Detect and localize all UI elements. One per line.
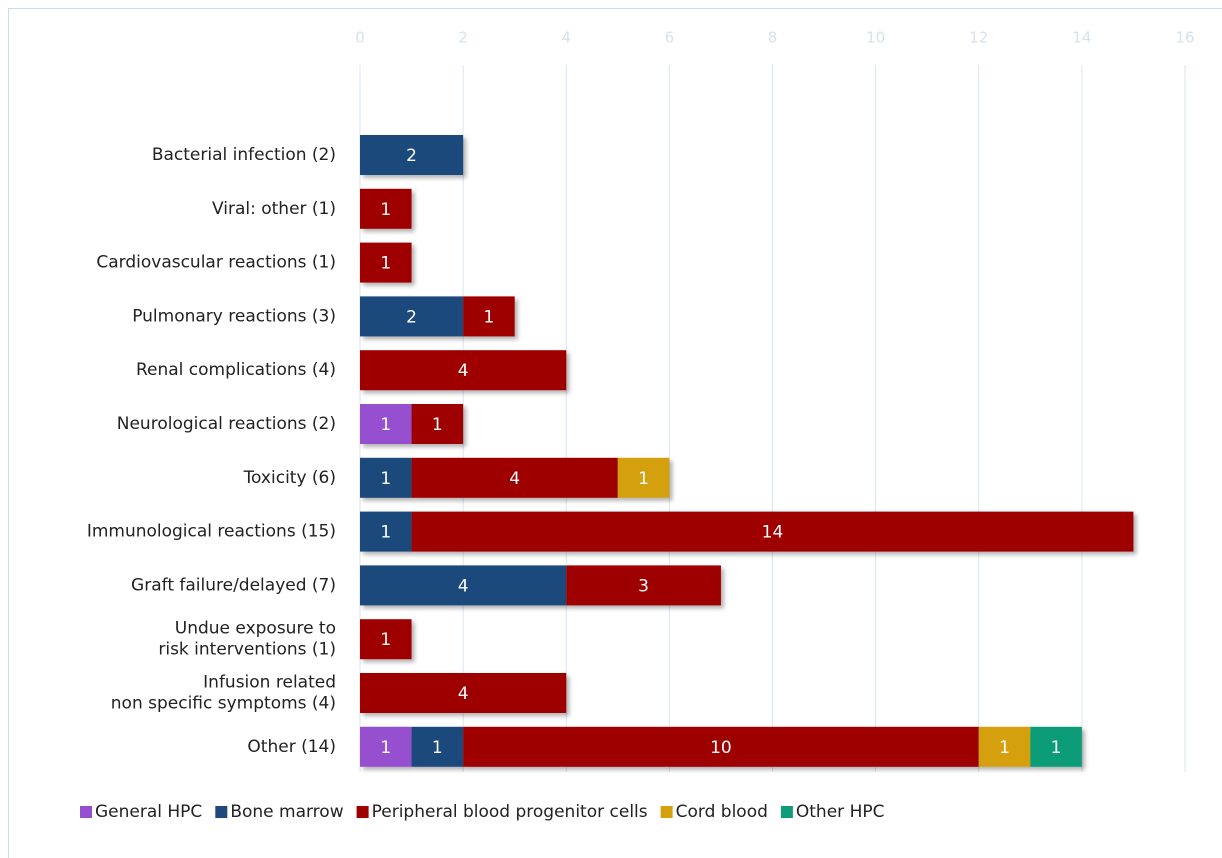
- data-label: 1: [432, 738, 443, 758]
- x-tick-label: 16: [1175, 29, 1194, 47]
- legend-label: Other HPC: [796, 802, 885, 822]
- legend-label: Peripheral blood progenitor cells: [372, 802, 648, 822]
- data-label: 14: [762, 523, 784, 543]
- x-tick-label: 14: [1072, 29, 1091, 47]
- data-label: 1: [999, 738, 1010, 758]
- data-label: 4: [458, 361, 469, 381]
- legend-swatch: [215, 806, 228, 818]
- y-tick-label: Graft failure/delayed (7): [131, 575, 336, 595]
- bar-segment: [617, 457, 670, 498]
- data-label: 10: [710, 738, 732, 758]
- y-tick-label: Immunological reactions (15): [87, 522, 336, 542]
- bar-segment: [463, 296, 515, 337]
- bar-segment: [411, 457, 618, 498]
- data-label: 1: [432, 415, 443, 435]
- x-tick-label: 8: [768, 29, 778, 47]
- x-tick-label: 4: [561, 29, 571, 47]
- legend-swatch: [80, 806, 92, 818]
- data-label: 4: [458, 684, 469, 704]
- bar-segment: [566, 565, 721, 606]
- chart-frame: [8, 8, 1222, 858]
- data-label: 1: [483, 307, 494, 327]
- data-label: 4: [458, 576, 469, 596]
- y-tick-label: Infusion related non specific symptoms (4…: [111, 673, 336, 714]
- data-label: 1: [638, 469, 649, 489]
- data-label: 1: [380, 469, 391, 489]
- y-tick-label: Toxicity (6): [243, 468, 336, 488]
- legend-swatch: [780, 806, 793, 818]
- y-tick-label: Bacterial infection (2): [152, 145, 336, 165]
- bar-segment: [360, 673, 567, 713]
- bar-segment: [360, 619, 412, 660]
- data-label: 2: [406, 146, 417, 166]
- legend-label: Bone marrow: [230, 802, 343, 822]
- y-tick-label: Pulmonary reactions (3): [132, 306, 336, 326]
- y-tick-label: Other (14): [247, 737, 336, 757]
- x-tick-label: 12: [969, 29, 988, 47]
- bar-segment: [411, 404, 464, 444]
- legend-label: Cord blood: [676, 802, 768, 822]
- data-label: 1: [380, 200, 391, 220]
- bar-segment: [360, 565, 567, 606]
- data-label: 1: [1051, 738, 1062, 758]
- y-tick-label: Viral: other (1): [212, 199, 336, 219]
- data-label: 1: [380, 254, 391, 274]
- bar-segment: [463, 726, 979, 767]
- bar-segment: [411, 511, 1134, 552]
- bar-segment: [1030, 726, 1082, 767]
- bar-segment: [978, 726, 1031, 767]
- bar-segment: [360, 457, 412, 498]
- x-tick-label: 6: [665, 29, 675, 47]
- y-tick-label: Cardiovascular reactions (1): [96, 253, 336, 273]
- bar-segment: [360, 404, 412, 444]
- bar-segment: [360, 296, 464, 337]
- x-tick-label: 0: [355, 29, 365, 47]
- x-tick-label: 10: [866, 29, 885, 47]
- bar-segment: [360, 726, 412, 767]
- bar-segment: [411, 726, 464, 767]
- legend-swatch: [660, 806, 673, 818]
- bar-segment: [360, 188, 412, 229]
- y-tick-label: Renal complications (4): [136, 360, 336, 380]
- y-tick-label: Undue exposure to risk interventions (1): [158, 619, 336, 660]
- data-label: 4: [509, 469, 520, 489]
- data-label: 1: [380, 630, 391, 650]
- bar-segment: [360, 350, 567, 391]
- data-label: 1: [380, 415, 391, 435]
- data-label: 1: [380, 523, 391, 543]
- data-label: 2: [406, 307, 417, 327]
- bar-segment: [360, 242, 412, 283]
- data-label: 1: [380, 738, 391, 758]
- x-tick-label: 2: [458, 29, 468, 47]
- bar-segment: [360, 135, 464, 175]
- legend-swatch: [356, 806, 369, 818]
- bar-segment: [360, 511, 412, 552]
- data-label: 3: [638, 576, 649, 596]
- legend-label: General HPC: [95, 802, 202, 822]
- y-tick-label: Neurological reactions (2): [117, 414, 336, 434]
